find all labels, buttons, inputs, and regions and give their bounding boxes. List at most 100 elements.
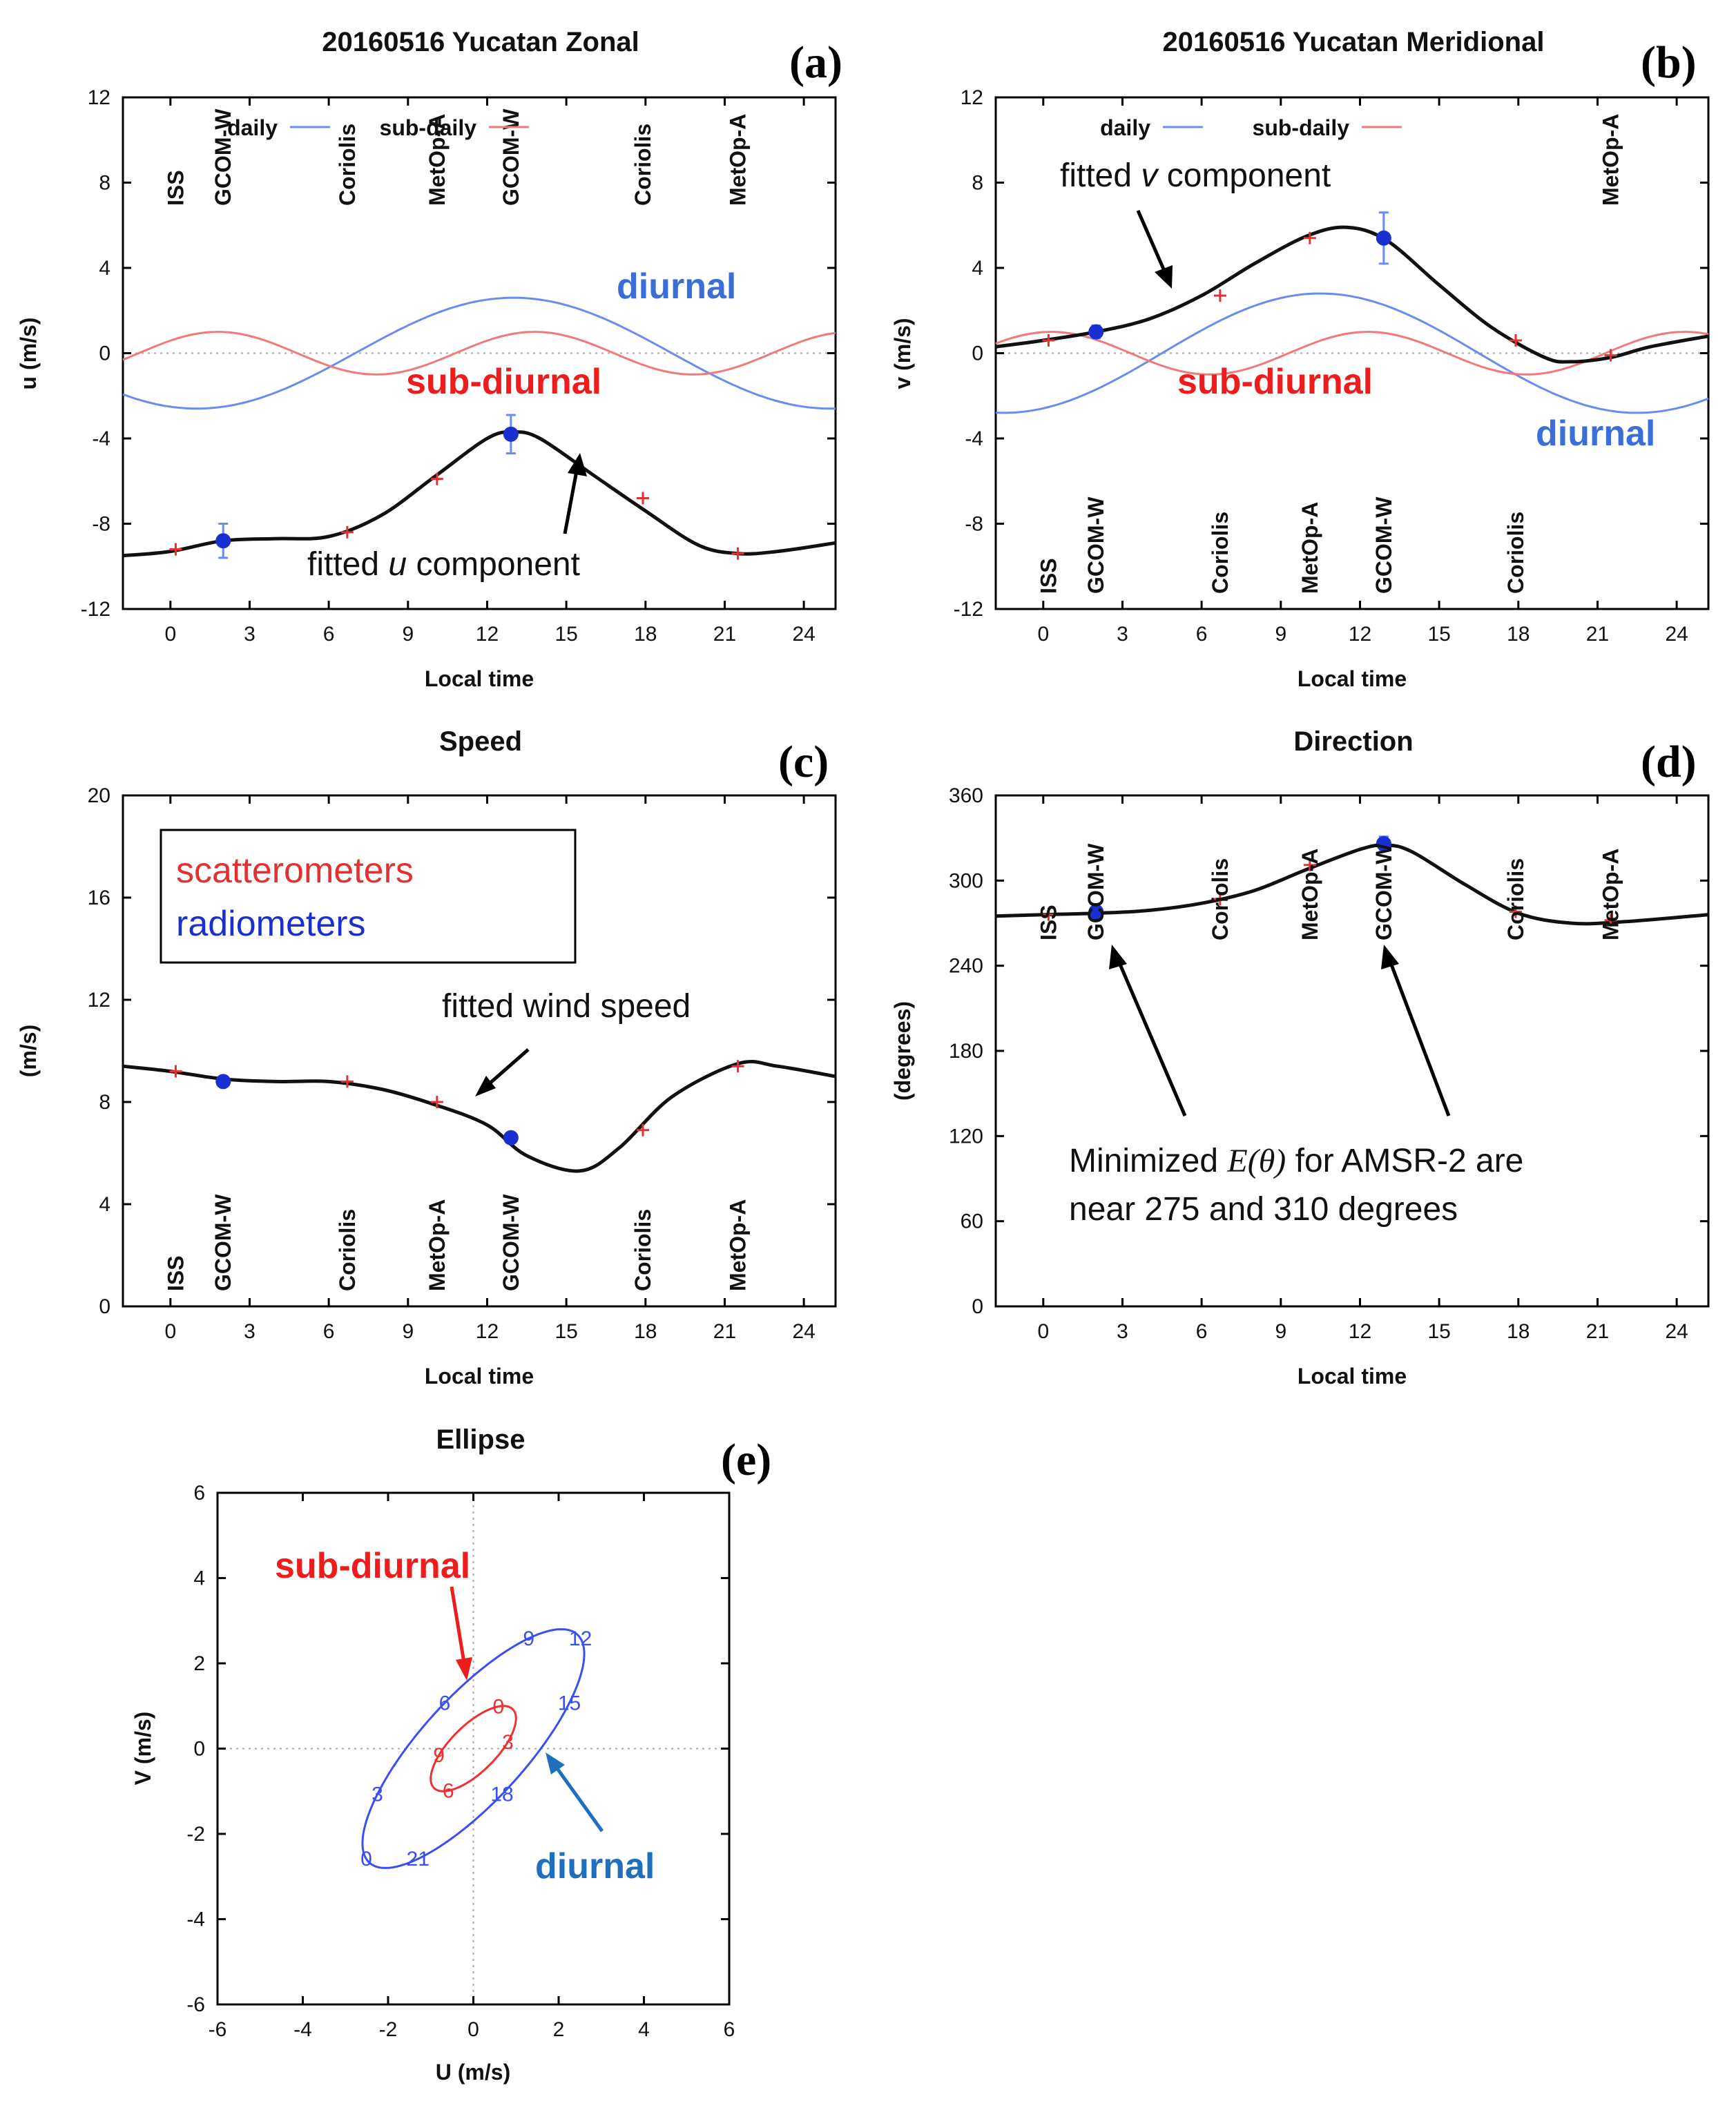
satellite-label: GCOM-W (1083, 843, 1108, 940)
daily-curve (122, 296, 836, 410)
y-tick-label: -8 (92, 513, 110, 536)
satellite-label: GCOM-W (1371, 843, 1396, 940)
diurnal-ellipse-hour-label: 3 (372, 1783, 383, 1806)
panel-d-ylabel: (degrees) (890, 1001, 915, 1101)
x-tick-label: 24 (792, 623, 815, 646)
x-tick-label: 2 (553, 2018, 565, 2041)
satellite-label: MetOp-A (1298, 502, 1322, 594)
x-tick-label: 24 (792, 1320, 815, 1343)
y-tick-label: 360 (949, 784, 983, 807)
x-tick-label: 3 (1117, 1320, 1128, 1343)
satellite-label: GCOM-W (499, 1194, 523, 1291)
satellite-label: MetOp-A (1599, 114, 1623, 206)
panel-b-xlabel: Local time (1298, 666, 1407, 691)
arrow-fitted-speed (475, 1048, 530, 1096)
annotation-fitted-v: fitted v component (1060, 157, 1331, 194)
satellite-label: Coriolis (1208, 512, 1233, 594)
y-tick-label: 0 (972, 342, 983, 365)
x-tick-label: 12 (1349, 1320, 1371, 1343)
x-tick-label: 21 (713, 1320, 736, 1343)
panel-d-series: ISS GCOM-W Coriolis MetOp-A GCOM-W Coriolis Me… (995, 835, 1709, 940)
panel-a-legend: daily sub-daily (227, 115, 529, 140)
satellite-label: Coriolis (1503, 858, 1528, 940)
panel-e-letter: (e) (721, 1435, 771, 1485)
y-tick-label: 12 (88, 86, 110, 109)
fitted-curve (122, 430, 836, 558)
x-tick-label: 0 (164, 623, 176, 646)
panel-b-ylabel: v (m/s) (890, 318, 915, 389)
y-tick-label: 6 (193, 1482, 205, 1505)
panel-c-ticks: 0 3 6 9 12 15 18 21 24 0 4 8 12 16 20 (88, 784, 836, 1343)
x-tick-label: 3 (1117, 623, 1128, 646)
diurnal-ellipse-hour-label: 9 (523, 1627, 534, 1650)
subdiurnal-ellipse (430, 1705, 517, 1792)
panel-d-xlabel: Local time (1298, 1364, 1407, 1389)
x-tick-label: 4 (638, 2018, 650, 2041)
y-tick-label: 300 (949, 869, 983, 892)
satellite-label: Coriolis (335, 124, 360, 206)
satellite-label: MetOp-A (425, 1199, 450, 1291)
annotation-subdiurnal: sub-diurnal (406, 362, 601, 402)
panel-b: 20160516 Yucatan Meridional (b) ISS GCOM-… (890, 27, 1710, 691)
satellite-label: Coriolis (1208, 858, 1233, 940)
satellite-label: GCOM-W (499, 108, 523, 206)
satellite-label: Coriolis (630, 124, 655, 206)
x-tick-label: 6 (323, 1320, 335, 1343)
diurnal-ellipse-hour-label: 18 (490, 1783, 513, 1806)
x-tick-label: 0 (1037, 623, 1049, 646)
diurnal-ellipse (361, 1628, 586, 1869)
panel-e-series: 0 3 6 9 12 15 18 21 0 3 6 9 (218, 1493, 729, 2004)
satellite-label: GCOM-W (1083, 496, 1108, 594)
panel-a-series: ISS GCOM-W Coriolis MetOp-A GCOM-W Coriolis Me… (122, 108, 836, 560)
subdiurnal-ellipse-hour-label: 6 (443, 1779, 454, 1802)
daily-curve (995, 292, 1709, 414)
y-tick-label: -2 (186, 1823, 205, 1846)
x-tick-label: 9 (402, 1320, 414, 1343)
arrow-fitted-v (1136, 209, 1173, 289)
fitted-curve (122, 1060, 836, 1173)
annotation-minimized-line2: near 275 and 310 degrees (1069, 1191, 1458, 1228)
subdiurnal-ellipse-hour-label: 9 (433, 1744, 445, 1767)
y-tick-label: 0 (972, 1295, 983, 1318)
satellite-label: MetOp-A (726, 1199, 751, 1291)
diurnal-ellipse-hour-label: 15 (558, 1692, 581, 1714)
y-tick-label: 60 (961, 1210, 983, 1233)
x-tick-label: 9 (1275, 1320, 1286, 1343)
radiometer-point (503, 1130, 519, 1145)
x-tick-label: 24 (1665, 623, 1688, 646)
satellite-label: MetOp-A (1298, 849, 1322, 940)
panel-c-xlabel: Local time (425, 1364, 534, 1389)
y-tick-label: 2 (193, 1652, 205, 1675)
panel-e-ticks: -6 -4 -2 0 2 4 6 -6 -4 -2 0 2 4 6 (186, 1482, 735, 2041)
satellite-label: MetOp-A (1599, 849, 1623, 940)
annotation-subdiurnal: sub-diurnal (1177, 362, 1373, 402)
satellite-label: ISS (1036, 905, 1061, 940)
y-tick-label: -4 (965, 427, 983, 450)
annotation-diurnal: diurnal (617, 267, 736, 307)
panel-a-title: 20160516 Yucatan Zonal (322, 27, 639, 57)
satellite-label: Coriolis (335, 1209, 360, 1291)
y-tick-label: 0 (99, 342, 110, 365)
panel-c-ylabel: (m/s) (16, 1025, 41, 1077)
panel-c-legend: scatterometers radiometers (160, 829, 577, 964)
arrow-amsr2-310 (1381, 945, 1451, 1116)
x-tick-label: 21 (1586, 623, 1609, 646)
panel-c-title: Speed (439, 726, 522, 757)
x-tick-label: 0 (164, 1320, 176, 1343)
radiometer-point (215, 1074, 231, 1090)
satellite-label: MetOp-A (726, 114, 751, 206)
y-tick-label: 8 (972, 172, 983, 195)
x-tick-label: 0 (1037, 1320, 1049, 1343)
legend-daily-label: daily (227, 115, 278, 140)
y-tick-label: -12 (954, 598, 983, 621)
y-tick-label: 4 (99, 1193, 110, 1216)
x-tick-label: 15 (554, 623, 577, 646)
annotation-diurnal: diurnal (535, 1846, 655, 1886)
y-tick-label: 8 (99, 172, 110, 195)
radiometer-point (1088, 904, 1104, 920)
legend-daily-label: daily (1100, 115, 1150, 140)
legend-radiometers: radiometers (176, 904, 366, 944)
